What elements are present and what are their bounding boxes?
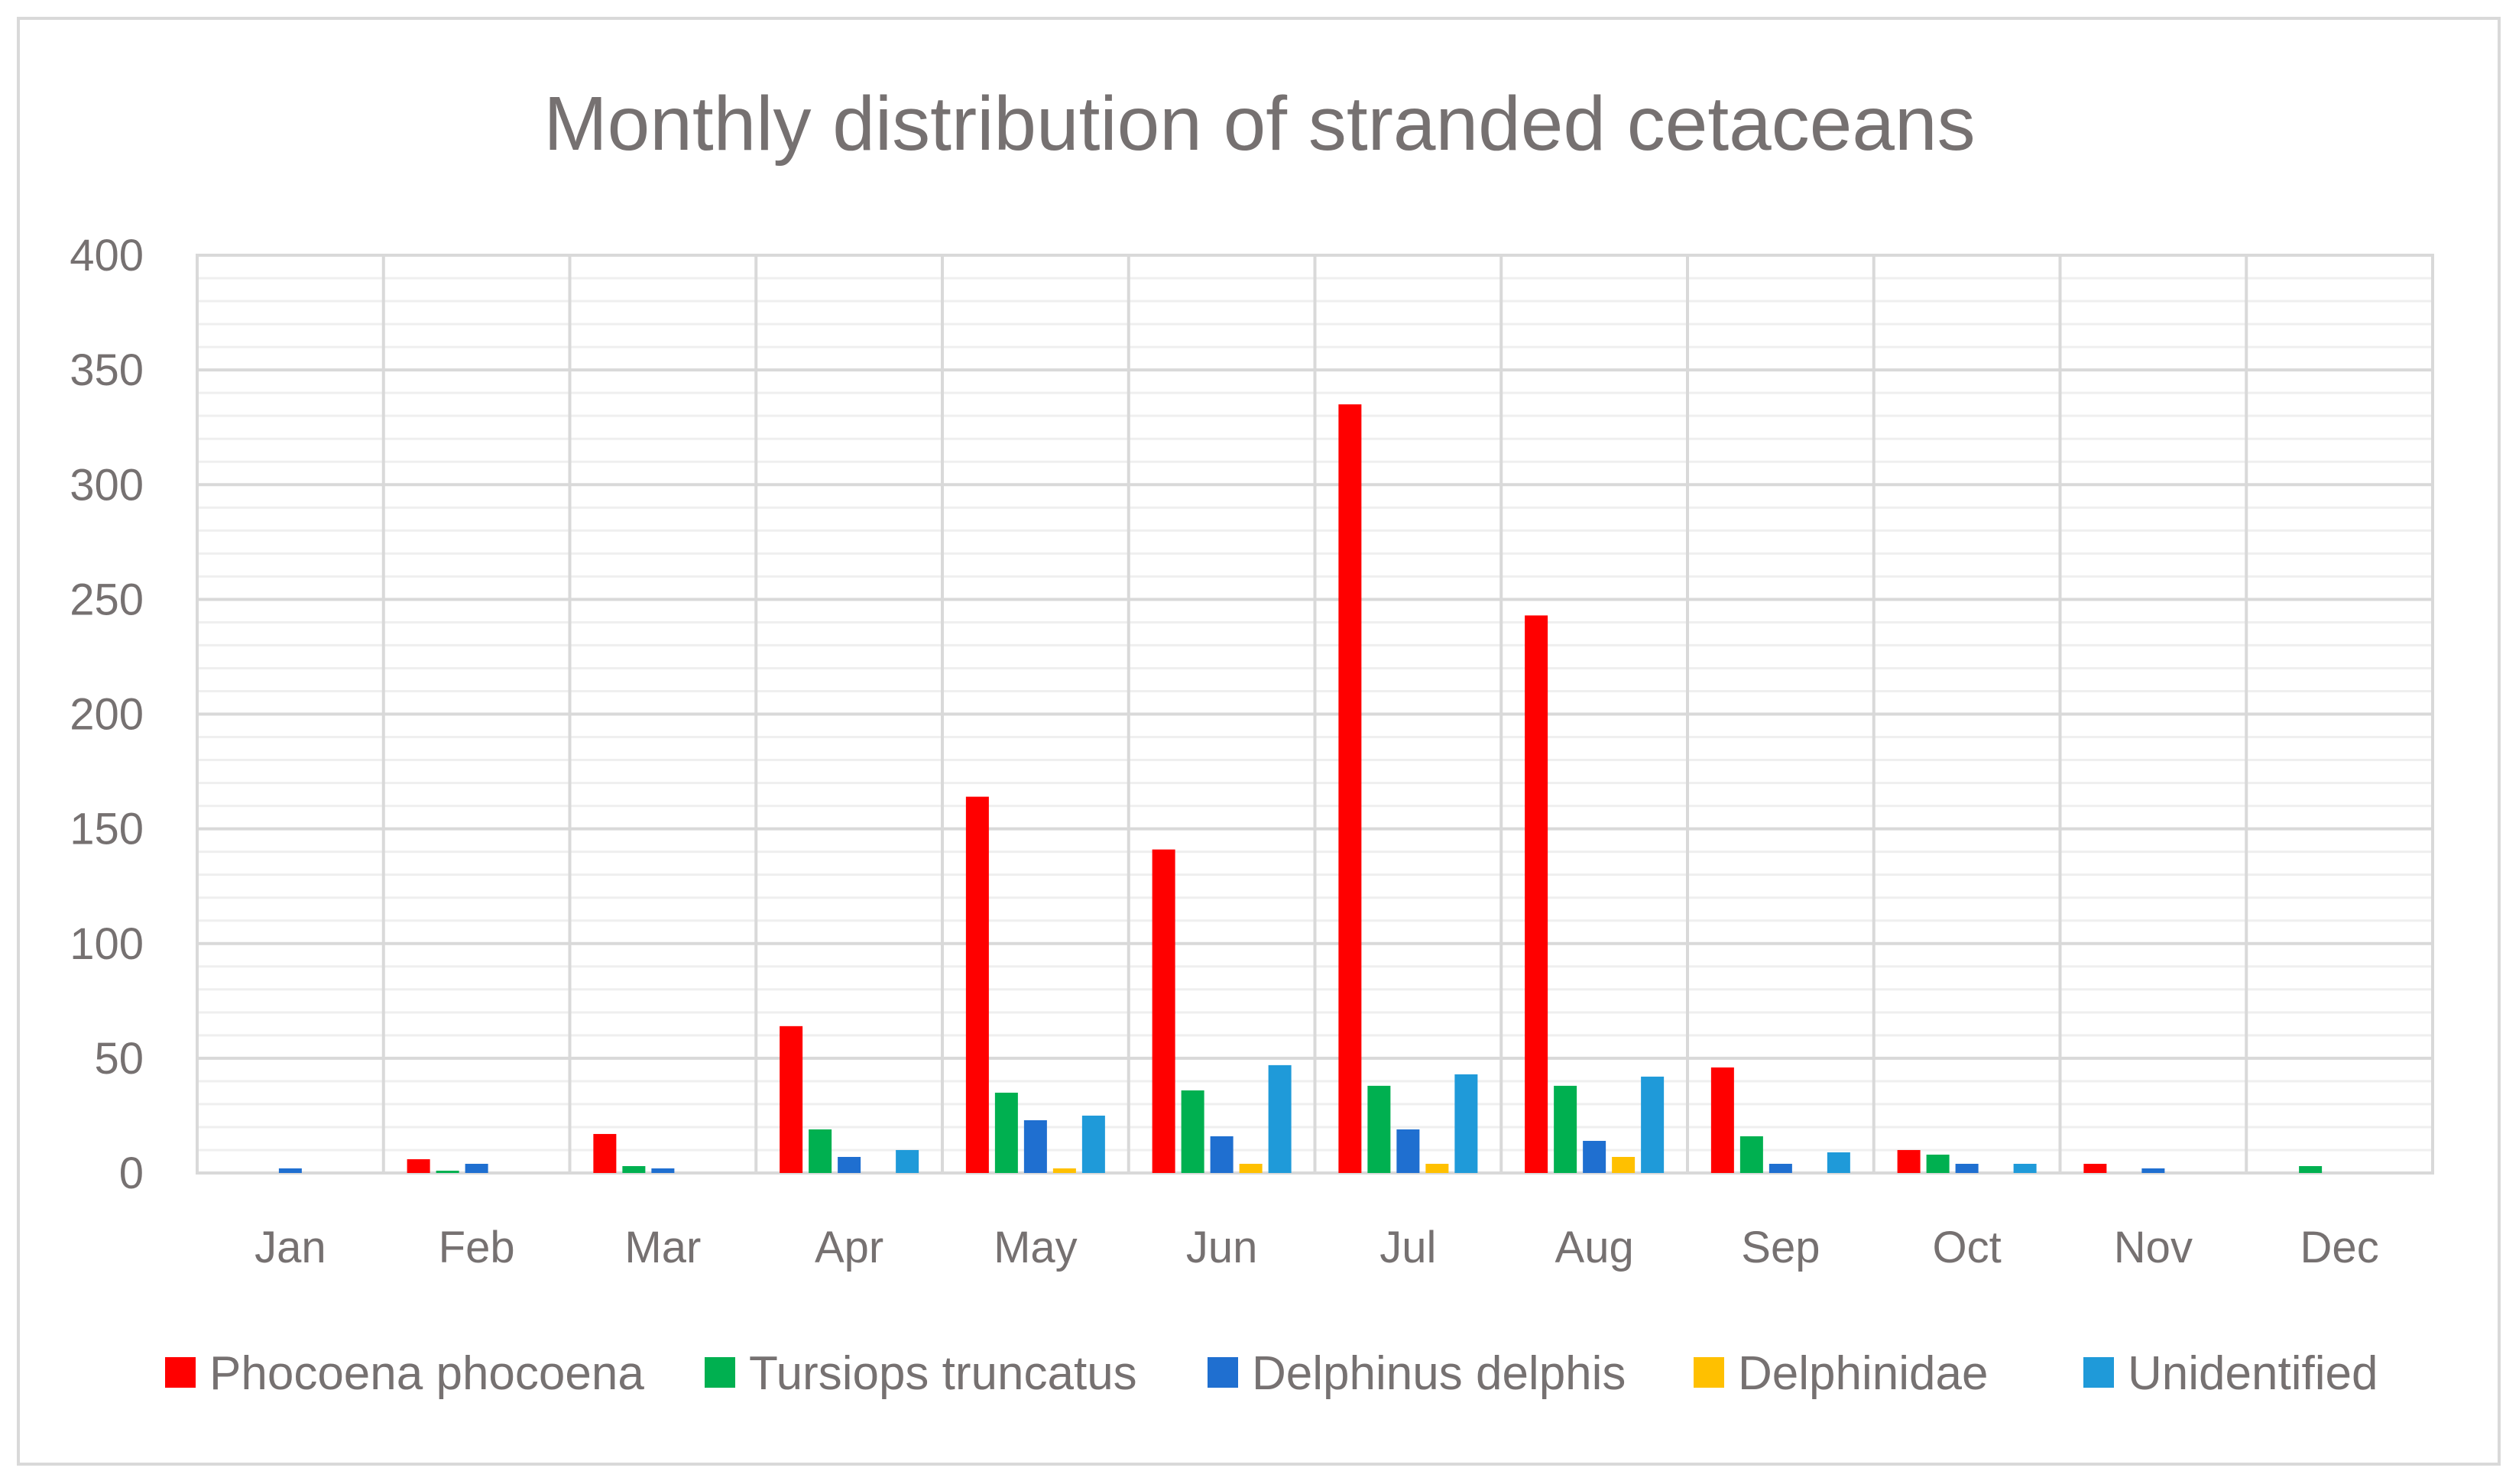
- bar: [965, 796, 989, 1173]
- bar: [2299, 1165, 2323, 1173]
- y-tick-label: 0: [119, 1149, 144, 1198]
- y-axis: 0 50 100 150 200 250 300 350 400: [70, 231, 144, 1198]
- bar: [651, 1168, 675, 1173]
- legend-item: Tursiops truncatus: [705, 1347, 1137, 1400]
- bar: [1926, 1154, 1950, 1173]
- bars: [278, 404, 2323, 1173]
- series-phocoena-phocoena: [407, 404, 2107, 1173]
- y-tick-label: 200: [70, 690, 144, 740]
- legend-label: Unidentified: [2128, 1347, 2378, 1400]
- bar: [1081, 1115, 1105, 1173]
- bar: [994, 1092, 1018, 1173]
- bar: [1023, 1119, 1047, 1173]
- legend-label: Delphinus delphis: [1252, 1347, 1626, 1400]
- chart-frame: [17, 17, 2501, 1466]
- x-tick-label: Aug: [1555, 1223, 1634, 1272]
- bar: [780, 1026, 803, 1173]
- legend-swatch: [2083, 1357, 2114, 1388]
- legend-label: Phocoena phocoena: [209, 1347, 644, 1400]
- x-tick-label: Sep: [1741, 1223, 1820, 1272]
- y-tick-label: 400: [70, 231, 144, 280]
- y-tick-label: 150: [70, 805, 144, 854]
- bar: [1152, 849, 1175, 1173]
- bar: [1739, 1136, 1763, 1173]
- bar: [1268, 1064, 1292, 1173]
- bar: [1554, 1085, 1577, 1173]
- x-tick-label: Jun: [1186, 1223, 1258, 1272]
- bar: [2083, 1163, 2107, 1173]
- bar: [1454, 1074, 1478, 1173]
- bar: [1955, 1163, 1979, 1173]
- y-tick-label: 350: [70, 345, 144, 395]
- bar: [1583, 1140, 1606, 1173]
- plot-border: [196, 254, 2434, 1175]
- x-tick-label: Feb: [439, 1223, 515, 1272]
- legend-item: Phocoena phocoena: [165, 1347, 644, 1400]
- legend-item: Delphinidae: [1694, 1347, 1988, 1400]
- bar: [465, 1163, 488, 1173]
- bar: [1239, 1163, 1263, 1173]
- x-tick-label: Jul: [1379, 1223, 1436, 1272]
- bar: [1710, 1067, 1734, 1173]
- y-tick-label: 300: [70, 460, 144, 510]
- bar: [436, 1170, 459, 1173]
- x-tick-label: Mar: [624, 1223, 701, 1272]
- series-tursiops-truncatus: [436, 1085, 2323, 1173]
- series-delphinus-delphis: [278, 1119, 2165, 1173]
- bar: [2141, 1168, 2165, 1173]
- bar: [1827, 1152, 1850, 1173]
- chart-title: Monthly distribution of stranded cetacea…: [543, 81, 1975, 167]
- legend-label: Tursiops truncatus: [749, 1347, 1137, 1400]
- legend-label: Delphinidae: [1738, 1347, 1988, 1400]
- bar: [1612, 1156, 1636, 1173]
- series-delphinidae: [1052, 1156, 1636, 1173]
- legend-item: Unidentified: [2083, 1347, 2378, 1400]
- legend-swatch: [165, 1357, 196, 1388]
- legend: Phocoena phocoena Tursiops truncatus Delph…: [165, 1347, 2378, 1400]
- legend-item: Delphinus delphis: [1208, 1347, 1626, 1400]
- bar: [838, 1156, 861, 1173]
- bar: [1396, 1129, 1420, 1173]
- bar: [622, 1165, 646, 1173]
- bar: [1052, 1168, 1076, 1173]
- legend-swatch: [1694, 1357, 1724, 1388]
- series-unidentified: [896, 1064, 2037, 1173]
- bar: [278, 1168, 302, 1173]
- x-tick-label: Jan: [254, 1223, 326, 1272]
- x-tick-label: Apr: [815, 1223, 883, 1272]
- x-tick-label: Oct: [1933, 1223, 2002, 1272]
- bar: [593, 1133, 617, 1173]
- bar: [1425, 1163, 1449, 1173]
- y-tick-label: 100: [70, 919, 144, 969]
- y-tick-label: 250: [70, 575, 144, 624]
- bar: [809, 1129, 832, 1173]
- x-tick-label: May: [994, 1223, 1078, 1272]
- bar: [407, 1158, 430, 1173]
- bar: [1768, 1163, 1792, 1173]
- x-tick-label: Dec: [2300, 1223, 2379, 1272]
- bar: [1367, 1085, 1391, 1173]
- plot-area: [196, 254, 2434, 1175]
- legend-swatch: [705, 1357, 735, 1388]
- bar: [1897, 1149, 1921, 1173]
- bar: [1210, 1136, 1234, 1173]
- bar: [896, 1149, 919, 1173]
- bar: [2013, 1163, 2037, 1173]
- bar: [1641, 1076, 1665, 1173]
- x-tick-label: Nov: [2114, 1223, 2193, 1272]
- bar: [1181, 1090, 1204, 1173]
- x-axis: Jan Feb Mar Apr May Jun Jul Aug Sep Oct Nov Dec: [254, 1223, 2379, 1272]
- category-gridlines: [381, 255, 2248, 1173]
- bar: [1525, 615, 1548, 1173]
- legend-swatch: [1208, 1357, 1238, 1388]
- bar: [1338, 404, 1362, 1173]
- y-tick-label: 50: [94, 1034, 144, 1084]
